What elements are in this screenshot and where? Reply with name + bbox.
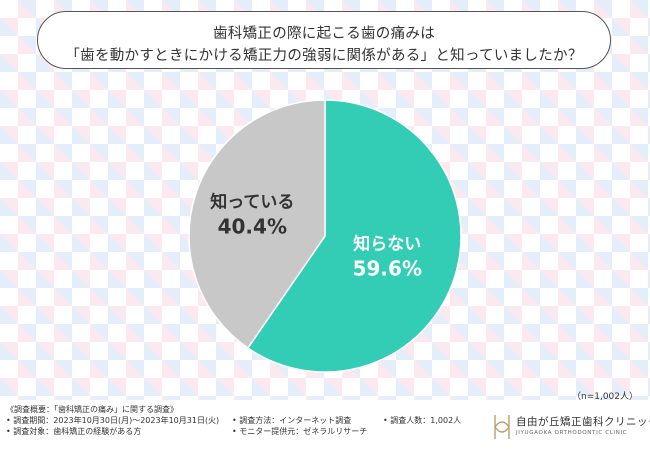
- pie-slice-1: [246, 99, 462, 373]
- survey-count: • 調査人数：1,002人: [383, 416, 462, 425]
- pie-slice-2: [188, 99, 326, 350]
- chart-title-line2: 「歯を動かすときにかける矯正力の強弱に関係がある」と知っていましたか？: [65, 48, 583, 64]
- pie-label-value-2: 40.4%: [218, 214, 287, 238]
- title-box: 歯科矯正の際に起こる歯の痛みは 「歯を動かすときにかける矯正力の強弱に関係がある…: [37, 11, 611, 69]
- pie-label-category-2: 知っている: [209, 191, 294, 212]
- survey-provider: • モニター提供元：ゼネラルリサーチ: [232, 427, 368, 436]
- survey-period: • 調査期間：2023年10月30日(月)〜2023年10月31日(火): [6, 416, 220, 425]
- survey-heading: 《調査概要：「歯科矯正の痛み」に関する調査》: [6, 405, 178, 414]
- clinic-name-en: JIYUGAOKA ORTHODONTIC CLINIC: [516, 430, 628, 436]
- pie-label-value-1: 59.6%: [353, 256, 422, 280]
- clinic-name: 自由が丘矯正歯科クリニック: [516, 416, 650, 428]
- chart-title-line1: 歯科矯正の際に起こる歯の痛みは: [213, 26, 435, 42]
- footer: [0, 400, 650, 450]
- pie-label-category-1: 知らない: [352, 233, 421, 254]
- clinic-logo-icon: [494, 415, 510, 439]
- survey-target: • 調査対象：歯科矯正の経験がある方: [6, 427, 142, 436]
- survey-method: • 調査方法：インターネット調査: [232, 416, 352, 425]
- sample-size-note: （n=1,002人）: [571, 392, 638, 402]
